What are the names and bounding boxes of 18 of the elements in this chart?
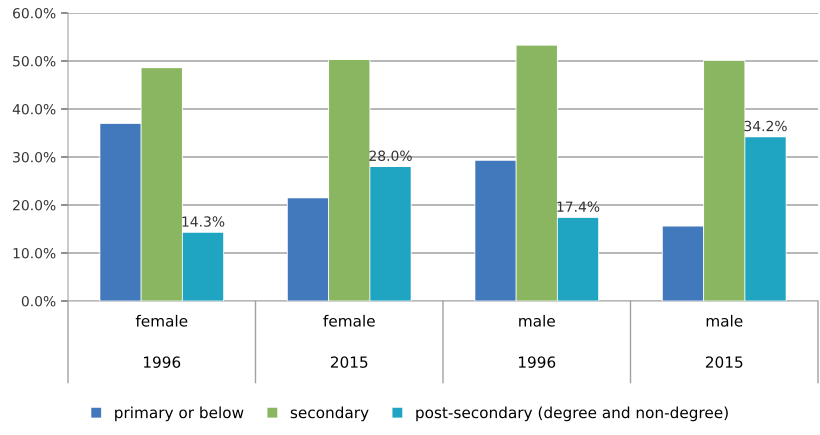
category-label: male 1996 <box>518 314 556 368</box>
data-label: 34.2% <box>744 120 787 132</box>
legend-label: secondary <box>290 406 369 422</box>
category-label: female 1996 <box>136 314 188 368</box>
y-tick-label: 10.0% <box>14 248 56 258</box>
y-tick-label: 50.0% <box>13 56 56 66</box>
y-tick-label: 0.0% <box>22 296 56 306</box>
data-label: 17.4% <box>557 201 600 212</box>
legend-label: primary or below <box>115 406 244 422</box>
legend-label: post-secondary (degree and non-degree) <box>416 406 728 422</box>
category-label: female 2015 <box>323 314 375 368</box>
y-tick-label: 20.0% <box>13 200 56 210</box>
y-tick-label: 60.0% <box>13 8 56 18</box>
y-tick-label: 30.0% <box>13 152 56 162</box>
category-label: male 2015 <box>706 314 742 368</box>
data-label: 28.0% <box>369 150 412 162</box>
y-tick-label: 40.0% <box>12 104 56 114</box>
data-label: 14.3% <box>182 216 224 227</box>
